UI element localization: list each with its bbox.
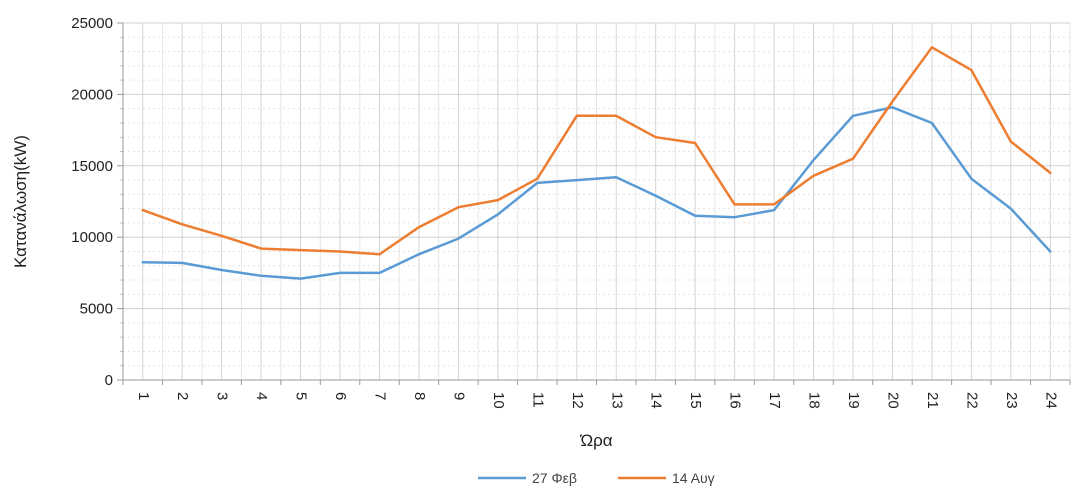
series-line — [141, 106, 1052, 280]
x-tick-label: 1 — [135, 392, 152, 400]
x-tick-label: 11 — [529, 392, 546, 408]
y-tick-label: 0 — [105, 372, 113, 389]
y-tick-label: 15000 — [71, 158, 113, 175]
axes — [117, 22, 1071, 385]
y-tick-label: 10000 — [71, 229, 113, 246]
x-tick-label: 16 — [727, 392, 744, 409]
x-tick-label: 6 — [332, 392, 349, 400]
x-tick-label: 5 — [293, 392, 310, 400]
x-tick-label: 7 — [372, 392, 389, 400]
x-tick-label: 17 — [766, 392, 783, 409]
x-tick-label: 19 — [845, 392, 862, 409]
x-tick-label: 4 — [253, 392, 270, 400]
series-lines — [141, 46, 1052, 280]
x-tick-label: 14 — [648, 392, 665, 409]
x-tick-label: 8 — [411, 392, 428, 400]
x-tick-label: 21 — [924, 392, 941, 409]
y-tick-label: 20000 — [71, 86, 113, 103]
x-tick-label: 20 — [884, 392, 901, 409]
x-tick-label: 2 — [174, 392, 191, 400]
x-tick-label: 13 — [608, 392, 625, 409]
x-tick-label: 3 — [214, 392, 231, 400]
x-axis-title: Ώρα — [579, 431, 612, 450]
x-tick-label: 24 — [1042, 392, 1059, 409]
x-tick-label: 12 — [569, 392, 586, 409]
gridlines — [122, 22, 1071, 381]
y-axis-title: Κατανάλωση(kW) — [11, 135, 30, 268]
legend: 27 Φεβ 14 Αυγ — [478, 470, 715, 486]
x-tick-label: 18 — [806, 392, 823, 409]
legend-label: 14 Αυγ — [672, 470, 715, 486]
x-tick-label: 22 — [963, 392, 980, 409]
x-tick-label: 23 — [1003, 392, 1020, 409]
x-tick-label: 15 — [687, 392, 704, 409]
series-line — [141, 46, 1052, 256]
legend-label: 27 Φεβ — [532, 470, 577, 486]
x-tick-label: 10 — [490, 392, 507, 409]
y-tick-label: 25000 — [71, 15, 113, 32]
y-tick-label: 5000 — [80, 301, 113, 318]
x-tick-label: 9 — [450, 392, 467, 400]
